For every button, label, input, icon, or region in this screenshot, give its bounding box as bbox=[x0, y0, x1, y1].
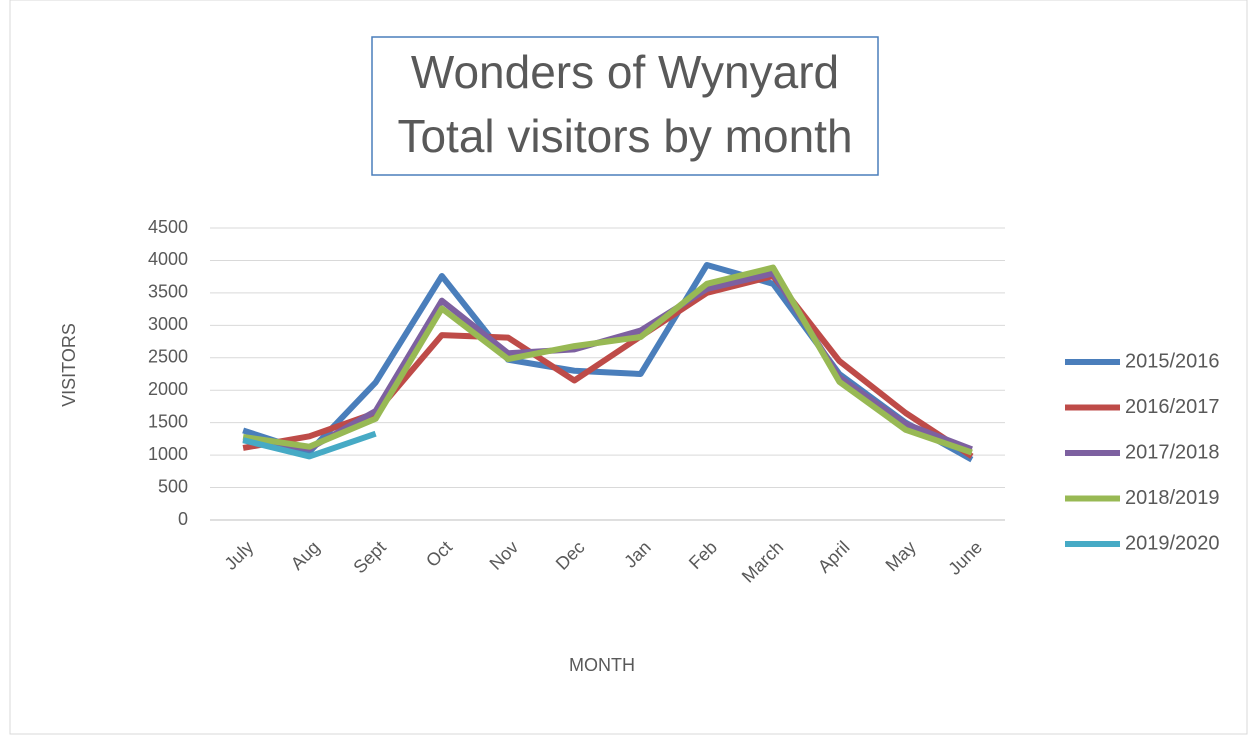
y-tick-label: 0 bbox=[178, 509, 188, 529]
x-axis-label: MONTH bbox=[569, 655, 635, 675]
y-axis-label: VISITORS bbox=[59, 323, 79, 407]
y-tick-label: 2500 bbox=[148, 347, 188, 367]
y-tick-label: 2000 bbox=[148, 379, 188, 399]
y-tick-label: 1000 bbox=[148, 444, 188, 464]
legend-label: 2019/2020 bbox=[1125, 532, 1220, 554]
legend-label: 2016/2017 bbox=[1125, 396, 1220, 418]
legend-label: 2018/2019 bbox=[1125, 487, 1220, 509]
legend-label: 2015/2016 bbox=[1125, 350, 1220, 372]
y-tick-label: 1500 bbox=[148, 411, 188, 431]
y-tick-label: 4000 bbox=[148, 249, 188, 269]
y-tick-label: 3000 bbox=[148, 314, 188, 334]
chart-frame bbox=[9, 0, 1248, 735]
y-tick-label: 500 bbox=[158, 476, 188, 496]
series-line bbox=[242, 264, 973, 456]
y-tick-label: 3500 bbox=[148, 282, 188, 302]
chart-title: Wonders of Wynyard bbox=[411, 46, 839, 98]
series-line bbox=[242, 430, 377, 460]
chart-title: Total visitors by month bbox=[397, 110, 852, 162]
title-box bbox=[371, 36, 879, 176]
y-tick-label: 4500 bbox=[148, 217, 188, 237]
legend-label: 2017/2018 bbox=[1125, 441, 1220, 463]
